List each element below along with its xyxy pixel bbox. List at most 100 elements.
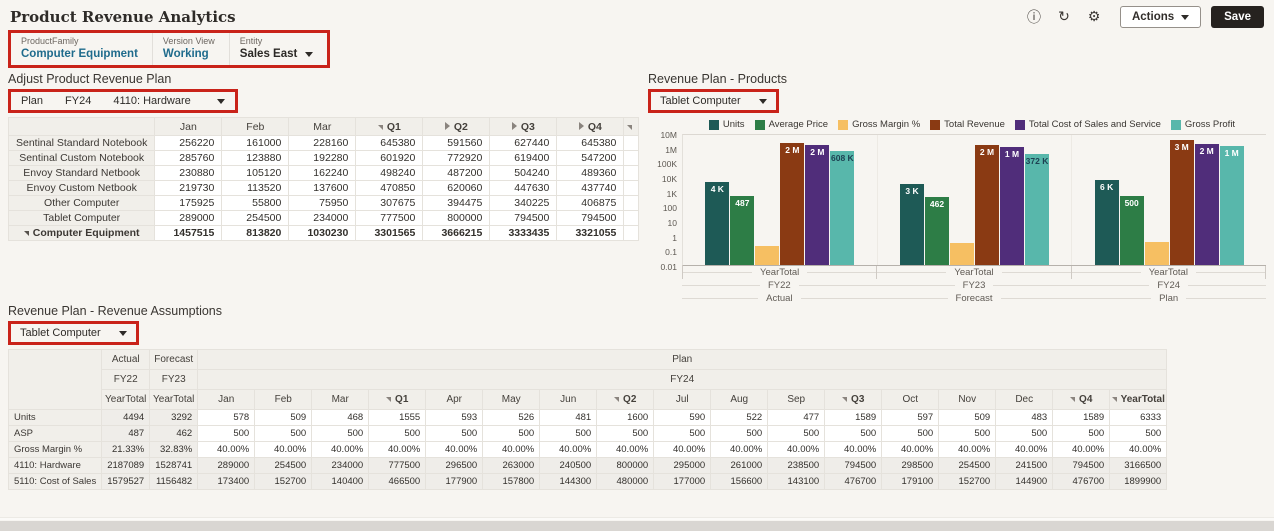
period-header-q4-17[interactable]: Q4 xyxy=(1052,389,1111,410)
grid-cell[interactable]: 483 xyxy=(995,409,1054,426)
grid-cell[interactable]: 500 xyxy=(311,425,370,442)
grid-cell[interactable]: 522 xyxy=(710,409,769,426)
info-icon[interactable]: ⓘ xyxy=(1026,10,1041,26)
grid-cell[interactable]: 794500 xyxy=(489,210,558,226)
column-header-yeartotal-stub[interactable] xyxy=(623,117,640,136)
grid-cell[interactable]: 40.00% xyxy=(881,441,940,458)
grid-cell[interactable]: 1589 xyxy=(1052,409,1111,426)
grid-cell[interactable]: 40.00% xyxy=(710,441,769,458)
grid-cell[interactable]: 500 xyxy=(995,425,1054,442)
gear-icon[interactable]: ⚙ xyxy=(1087,9,1101,25)
grid-cell[interactable]: 40.00% xyxy=(368,441,427,458)
grid-cell[interactable]: 113520 xyxy=(221,180,290,196)
grid-cell[interactable]: 40.00% xyxy=(938,441,997,458)
chevron-down-icon[interactable] xyxy=(305,51,314,57)
grid-cell[interactable]: 547200 xyxy=(556,150,625,166)
legend-item-gross-profit[interactable]: Gross Profit xyxy=(1170,119,1235,130)
grid-cell[interactable]: 504240 xyxy=(489,165,558,181)
grid-cell[interactable]: 500 xyxy=(824,425,883,442)
grid-cell[interactable]: 40.00% xyxy=(596,441,655,458)
grid-cell[interactable]: 578 xyxy=(197,409,256,426)
grid-cell[interactable]: 40.00% xyxy=(425,441,484,458)
chevron-down-icon[interactable] xyxy=(216,98,225,104)
legend-item-units[interactable]: Units xyxy=(708,119,745,130)
grid-cell[interactable]: 500 xyxy=(482,425,541,442)
pov-member-4110-hardware[interactable]: 4110: Hardware xyxy=(113,95,191,107)
grid-cell[interactable]: 40.00% xyxy=(254,441,313,458)
grid-cell[interactable]: 500 xyxy=(767,425,826,442)
grid-cell[interactable]: 500 xyxy=(653,425,712,442)
row-label-computer-equipment[interactable]: Computer Equipment xyxy=(7,225,156,241)
grid-cell[interactable]: 40.00% xyxy=(197,441,256,458)
grid-cell[interactable]: 219730 xyxy=(154,180,223,196)
grid-cell[interactable]: 509 xyxy=(938,409,997,426)
legend-item-average-price[interactable]: Average Price xyxy=(754,119,828,130)
legend-item-gross-margin[interactable]: Gross Margin % xyxy=(838,119,920,130)
grid-cell[interactable]: 500 xyxy=(368,425,427,442)
grid-cell[interactable]: 40.00% xyxy=(311,441,370,458)
grid-cell[interactable]: 627440 xyxy=(489,135,558,151)
grid-cell[interactable]: 340225 xyxy=(489,195,558,211)
grid-cell[interactable]: 620060 xyxy=(422,180,491,196)
grid-cell[interactable]: 509 xyxy=(254,409,313,426)
grid-cell[interactable]: 55800 xyxy=(221,195,290,211)
grid-cell[interactable]: 601920 xyxy=(355,150,424,166)
grid-cell[interactable]: 75950 xyxy=(288,195,357,211)
grid-cell[interactable]: 254500 xyxy=(221,210,290,226)
grid-cell[interactable]: 256220 xyxy=(154,135,223,151)
grid-cell[interactable]: 500 xyxy=(881,425,940,442)
column-header-q1[interactable]: Q1 xyxy=(355,117,424,136)
pov-productfamily[interactable]: ProductFamily Computer Equipment xyxy=(11,33,153,65)
period-header-q2-9[interactable]: Q2 xyxy=(596,389,655,410)
period-header-q1-5[interactable]: Q1 xyxy=(368,389,427,410)
grid-cell[interactable]: 645380 xyxy=(355,135,424,151)
grid-cell[interactable]: 406875 xyxy=(556,195,625,211)
bottom-scrollbar[interactable] xyxy=(0,521,1274,531)
pov-member-plan[interactable]: Plan xyxy=(21,95,44,107)
grid-cell[interactable]: 500 xyxy=(710,425,769,442)
grid-cell[interactable]: 477 xyxy=(767,409,826,426)
grid-cell[interactable]: 619400 xyxy=(489,150,558,166)
assumptions-selector[interactable]: Tablet Computer xyxy=(11,324,136,342)
grid-cell[interactable]: 468 xyxy=(311,409,370,426)
save-button[interactable]: Save xyxy=(1211,6,1264,28)
grid-cell[interactable]: 228160 xyxy=(288,135,357,151)
grid-cell[interactable]: 230880 xyxy=(154,165,223,181)
grid-cell[interactable]: 500 xyxy=(425,425,484,442)
horizontal-scrollbar-track[interactable] xyxy=(0,517,1274,520)
grid-cell[interactable]: 470850 xyxy=(355,180,424,196)
grid-cell[interactable]: 500 xyxy=(539,425,598,442)
grid-cell[interactable]: 40.00% xyxy=(1052,441,1111,458)
column-header-q2[interactable]: Q2 xyxy=(422,117,491,136)
grid-cell[interactable]: 593 xyxy=(425,409,484,426)
grid-cell[interactable]: 1600 xyxy=(596,409,655,426)
pov-entity[interactable]: Entity Sales East xyxy=(230,33,328,65)
grid-cell[interactable]: 40.00% xyxy=(482,441,541,458)
adjust-pov[interactable]: Plan FY24 4110: Hardware xyxy=(11,92,235,110)
grid-cell[interactable]: 161000 xyxy=(221,135,290,151)
grid-cell[interactable]: 590 xyxy=(653,409,712,426)
grid-cell[interactable]: 175925 xyxy=(154,195,223,211)
grid-cell[interactable]: 487200 xyxy=(422,165,491,181)
grid-cell[interactable]: 40.00% xyxy=(824,441,883,458)
grid-cell[interactable]: 1589 xyxy=(824,409,883,426)
grid-cell[interactable]: 40.00% xyxy=(767,441,826,458)
actions-button[interactable]: Actions xyxy=(1119,6,1202,28)
grid-cell[interactable]: 40.00% xyxy=(539,441,598,458)
grid-cell[interactable]: 192280 xyxy=(288,150,357,166)
grid-cell[interactable]: 645380 xyxy=(556,135,625,151)
products-selector[interactable]: Tablet Computer xyxy=(651,92,776,110)
grid-cell[interactable]: 481 xyxy=(539,409,598,426)
grid-cell[interactable]: 500 xyxy=(1052,425,1111,442)
grid-cell[interactable]: 772920 xyxy=(422,150,491,166)
column-header-q4[interactable]: Q4 xyxy=(556,117,625,136)
grid-cell[interactable]: 498240 xyxy=(355,165,424,181)
grid-cell[interactable]: 394475 xyxy=(422,195,491,211)
grid-cell[interactable]: 234000 xyxy=(288,210,357,226)
period-header-q3-13[interactable]: Q3 xyxy=(824,389,883,410)
grid-cell[interactable]: 500 xyxy=(197,425,256,442)
grid-cell[interactable]: 500 xyxy=(1109,425,1168,442)
grid-cell[interactable]: 489360 xyxy=(556,165,625,181)
grid-cell[interactable]: 162240 xyxy=(288,165,357,181)
grid-cell[interactable]: 437740 xyxy=(556,180,625,196)
